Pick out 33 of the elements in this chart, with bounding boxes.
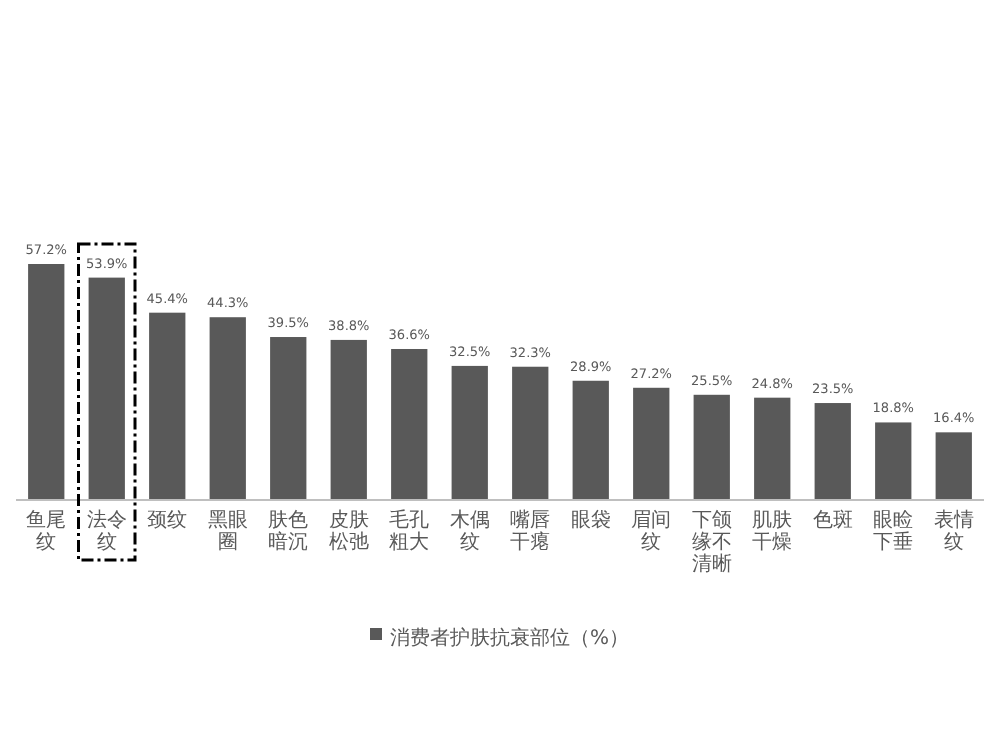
bar	[28, 264, 65, 500]
x-tick-label: 颈纹	[147, 508, 188, 532]
bar	[149, 312, 186, 500]
bar	[88, 277, 125, 500]
bar	[451, 365, 488, 500]
bar	[875, 422, 912, 500]
bar	[512, 366, 549, 500]
x-tick-label: 色斑	[812, 508, 853, 532]
x-tick-label: 嘴唇干瘪	[510, 508, 551, 554]
legend: 消费者护肤抗衰部位（%）	[370, 628, 630, 650]
x-tick-label: 肤色暗沉	[268, 508, 309, 554]
x-tick-label: 黑眼圈	[207, 510, 248, 554]
bar	[209, 317, 246, 500]
x-tick-label: 眉间纹	[631, 508, 672, 554]
x-tick-label: 下颌缘不清晰	[691, 508, 732, 576]
x-tick-label: 眼睑下垂	[873, 508, 914, 554]
bar	[814, 403, 851, 500]
bar	[693, 394, 730, 500]
x-tick-label: 法令纹	[86, 508, 127, 554]
bar	[330, 339, 367, 500]
bar	[754, 397, 791, 500]
x-tick-label: 木偶纹	[449, 508, 490, 554]
bar	[633, 387, 670, 500]
x-tick-label: 鱼尾纹	[26, 508, 67, 554]
x-tick-label: 肌肤干燥	[752, 510, 793, 554]
bar	[572, 380, 609, 500]
bar	[391, 348, 428, 500]
x-tick-label: 皮肤松弛	[328, 508, 369, 554]
x-tick-label: 表情纹	[933, 508, 974, 554]
bar	[270, 337, 307, 500]
x-tick-label: 毛孔粗大	[389, 508, 430, 554]
bar	[935, 432, 972, 500]
x-tick-label: 眼袋	[570, 508, 611, 532]
